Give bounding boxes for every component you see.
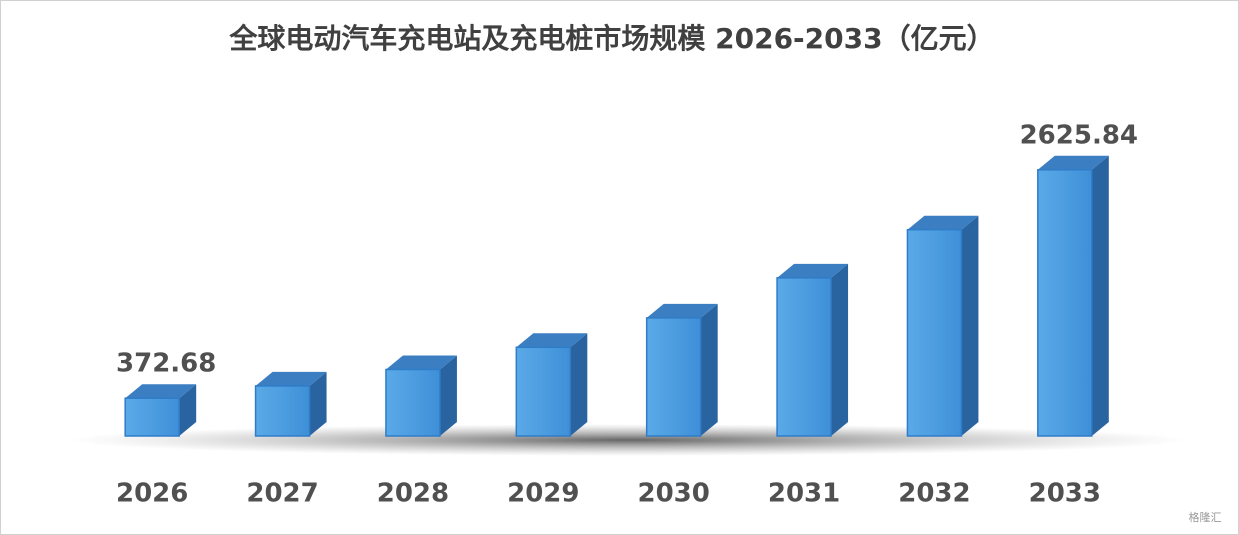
data-label: 2625.84 bbox=[1020, 120, 1138, 150]
chart-title: 全球电动汽车充电站及充电桩市场规模 2026-2033（亿元） bbox=[228, 22, 994, 55]
bar bbox=[385, 368, 441, 437]
bar-top bbox=[255, 371, 327, 386]
bar-top bbox=[516, 333, 588, 348]
bar-side bbox=[831, 263, 849, 436]
bar bbox=[1037, 169, 1093, 437]
data-label: 372.68 bbox=[116, 349, 216, 379]
x-tick-label: 2026 bbox=[116, 479, 188, 509]
x-tick-label: 2028 bbox=[377, 479, 449, 509]
bar bbox=[124, 397, 180, 437]
floor-shadow bbox=[67, 424, 1190, 456]
floor-shadow bbox=[67, 424, 1190, 456]
bar-top bbox=[646, 303, 718, 318]
bar-side bbox=[570, 333, 588, 436]
bar-top bbox=[1037, 155, 1109, 170]
bar bbox=[645, 317, 702, 437]
bar-top bbox=[125, 384, 197, 399]
watermark: 格隆汇 bbox=[1189, 510, 1222, 524]
bar-top bbox=[907, 215, 979, 230]
bar-side bbox=[961, 215, 979, 436]
bar bbox=[515, 346, 572, 437]
x-tick-label: 2032 bbox=[898, 479, 970, 509]
x-tick-label: 2029 bbox=[507, 479, 579, 509]
x-tick-label: 2033 bbox=[1029, 479, 1101, 509]
x-tick-label: 2030 bbox=[638, 479, 710, 509]
bar bbox=[254, 385, 311, 437]
bar-side bbox=[1091, 155, 1109, 436]
bar bbox=[776, 277, 832, 437]
x-tick-label: 2031 bbox=[768, 479, 840, 509]
bar-top bbox=[777, 263, 849, 278]
bar bbox=[906, 228, 963, 437]
bar-side bbox=[700, 303, 718, 436]
bar-side bbox=[179, 384, 197, 436]
x-tick-label: 2027 bbox=[246, 479, 318, 509]
bar-side bbox=[309, 371, 327, 436]
bar-side bbox=[439, 355, 457, 436]
bar-top bbox=[385, 355, 457, 370]
